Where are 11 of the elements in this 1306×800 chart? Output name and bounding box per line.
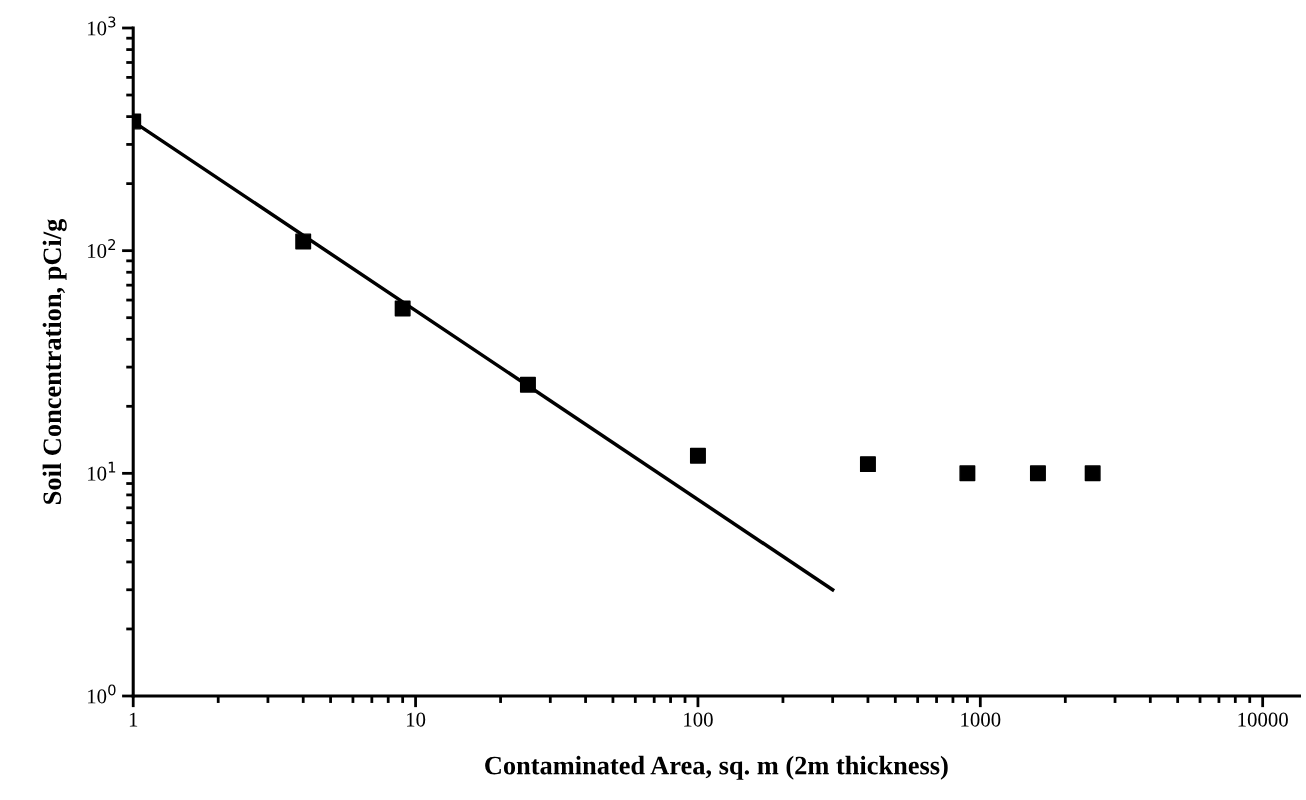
x-tick-label: 1000 <box>961 712 1001 727</box>
x-tick-label: 100 <box>684 712 713 727</box>
y-tick-label: 10$^{0}$ <box>88 684 116 704</box>
x-tick-label: 10 <box>406 712 426 727</box>
y-tick-label: 10$^{3}$ <box>88 16 116 36</box>
y-tick-label: 10$^{1}$ <box>88 461 116 481</box>
x-tick-label: 1 <box>129 712 138 727</box>
y-axis-title: Soil Concentration, pCi/g <box>42 218 67 504</box>
x-tick-label: 10000 <box>1238 712 1288 727</box>
x-axis-title: Contaminated Area, sq. m (2m thickness) <box>485 755 948 780</box>
y-tick-label: 10$^{2}$ <box>88 239 116 259</box>
